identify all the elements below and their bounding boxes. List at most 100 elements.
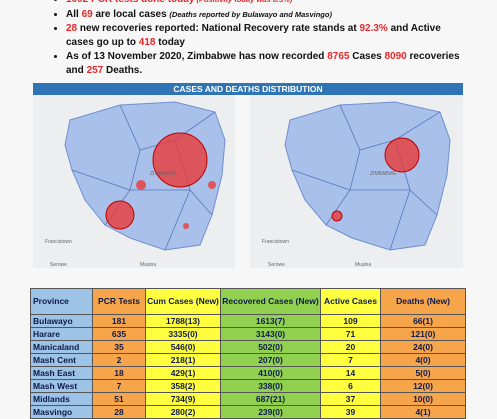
map-right	[250, 95, 463, 268]
bullet-text: 69	[81, 8, 93, 20]
map-left	[33, 95, 235, 268]
bullet-text: 28	[66, 23, 78, 34]
cell: Masvingo	[30, 405, 93, 419]
row: Manicaland 35 546(0) 502(0) 20 24(0)	[30, 340, 466, 354]
cell: 5(0)	[380, 366, 466, 380]
section-banner: CASES AND DEATHS DISTRIBUTION	[33, 83, 463, 95]
cell: 28	[92, 405, 146, 419]
bubble	[208, 181, 216, 189]
bullet-text: Cases	[349, 51, 385, 62]
bullet-list: 1092 PCR tests done today (Positivity to…	[50, 0, 471, 78]
cell: 37	[320, 392, 381, 406]
bubble	[183, 223, 189, 229]
row: Masvingo 28 280(2) 239(0) 39 4(1)	[30, 405, 466, 419]
map-label: ZIMBABWE	[370, 171, 397, 177]
cell: 3335(0)	[145, 327, 221, 341]
cell: 6	[320, 379, 381, 393]
bullet-text: (Positivity today was 6.3%)	[194, 0, 292, 4]
cell: 687(21)	[220, 392, 321, 406]
bullet-text: 8765	[327, 51, 350, 62]
cell: 20	[320, 340, 381, 354]
cell: Mash West	[30, 379, 93, 393]
cell: 121(0)	[380, 327, 466, 341]
map-label: Serowe	[50, 262, 67, 268]
cell: 14	[320, 366, 381, 380]
bullet-text: 1092 PCR tests done today	[66, 0, 194, 5]
bullet-text: Deaths.	[103, 64, 143, 76]
cell: 66(1)	[380, 314, 466, 328]
cell: 1788(13)	[145, 314, 221, 328]
cell: 502(0)	[220, 340, 321, 354]
cell: 358(2)	[145, 379, 221, 393]
cell: Mash Cent	[30, 353, 93, 367]
cell: 4(1)	[380, 405, 466, 419]
maps: ZIMBABWE Francistown Serowe Musina ZIMBABWE F…	[33, 95, 463, 268]
header-cell: Recovered Cases (New)	[220, 288, 321, 315]
map-label: Francistown	[45, 239, 72, 245]
cell: Midlands	[30, 392, 93, 406]
bullet-text: today	[155, 36, 185, 48]
bullet-text: All	[66, 8, 82, 20]
header-cell: Deaths (New)	[380, 288, 466, 315]
cell: 4(0)	[380, 353, 466, 367]
bullet: As of 13 November 2020, Zimbabwe has now…	[66, 50, 471, 77]
map-label: ZIMBABWE	[150, 171, 177, 177]
cell: 546(0)	[145, 340, 221, 354]
map-label: Musina	[140, 262, 156, 268]
cell: 71	[320, 327, 381, 341]
row: Midlands 51 734(9) 687(21) 37 10(0)	[30, 392, 466, 406]
bullet: All 69 are local cases (Deaths reported …	[66, 8, 471, 22]
bullet: 1092 PCR tests done today (Positivity to…	[66, 0, 471, 7]
cell: 2	[92, 353, 146, 367]
cell: 35	[92, 340, 146, 354]
cell: 3143(0)	[220, 327, 321, 341]
header-cell: PCR Tests	[92, 288, 146, 315]
cell: 181	[92, 314, 146, 328]
cell: 280(2)	[145, 405, 221, 419]
cell: 635	[92, 327, 146, 341]
cell: 109	[320, 314, 381, 328]
bullet: 28 new recoveries reported: National Rec…	[66, 22, 471, 49]
cell: 18	[92, 366, 146, 380]
cell: 24(0)	[380, 340, 466, 354]
bullet-text: 418	[138, 36, 156, 48]
header-cell: Active Cases	[320, 288, 381, 315]
cell: 239(0)	[220, 405, 321, 419]
bullet-text: new recoveries reported: National Recove…	[77, 23, 360, 34]
cell: Manicaland	[30, 340, 93, 354]
cell: 51	[92, 392, 146, 406]
cell: 410(0)	[220, 366, 321, 380]
bullet-text: recoveries and	[66, 51, 460, 76]
bubble	[152, 132, 208, 188]
row: Harare 635 3335(0) 3143(0) 71 121(0)	[30, 327, 466, 341]
bubble	[136, 180, 146, 190]
cell: Mash East	[30, 366, 93, 380]
bullet-text: 257	[86, 64, 104, 76]
map-label: Serowe	[268, 262, 285, 268]
cell: Bulawayo	[30, 314, 93, 328]
bubble	[105, 200, 135, 230]
cell: Harare	[30, 327, 93, 341]
bullet-text: As of 13 November 2020, Zimbabwe has now…	[66, 51, 328, 62]
cell: 429(1)	[145, 366, 221, 380]
row: Mash East 18 429(1) 410(0) 14 5(0)	[30, 366, 466, 380]
row: Mash West 7 358(2) 338(0) 6 12(0)	[30, 379, 466, 393]
row: Mash Cent 2 218(1) 207(0) 7 4(0)	[30, 353, 466, 367]
bullet-text: and Active cases go up to	[66, 23, 441, 48]
bullet-text: are local cases	[92, 8, 170, 20]
cell: 10(0)	[380, 392, 466, 406]
cell: 207(0)	[220, 353, 321, 367]
row: Bulawayo 181 1788(13) 1613(7) 109 66(1)	[30, 314, 466, 328]
cell: 1613(7)	[220, 314, 321, 328]
province-borders	[291, 104, 441, 251]
bubble	[331, 210, 343, 222]
header-cell: Cum Cases (New)	[145, 288, 221, 315]
cell: 7	[92, 379, 146, 393]
cell: 218(1)	[145, 353, 221, 367]
cell: 12(0)	[380, 379, 466, 393]
header-cell: Province	[30, 288, 93, 315]
cell: 338(0)	[220, 379, 321, 393]
map-label: Musina	[355, 262, 371, 268]
bullet-text: (Deaths reported by Bulawayo and Masving…	[169, 9, 332, 19]
map-label: Francistown	[262, 239, 289, 245]
